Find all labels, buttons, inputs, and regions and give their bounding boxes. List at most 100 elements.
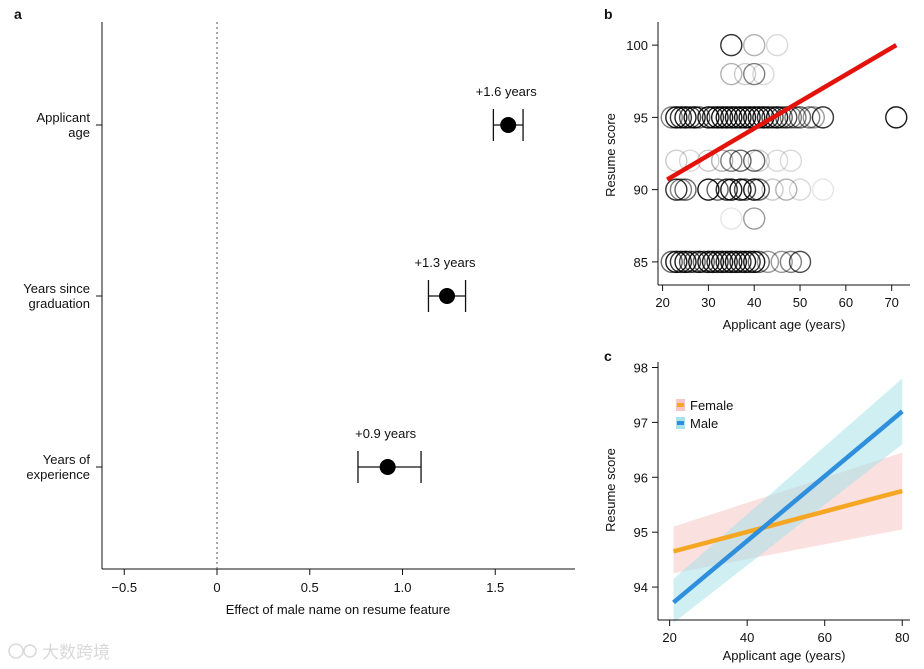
estimate-annotation: +1.6 years xyxy=(476,84,538,99)
data-point xyxy=(674,178,697,201)
panel-b-x-tick-label: 70 xyxy=(884,295,898,310)
watermark-text: 大数跨境 xyxy=(42,643,110,662)
data-point xyxy=(747,178,770,201)
data-point xyxy=(710,250,734,274)
data-point xyxy=(788,106,812,129)
panel-c-y-tick-label: 95 xyxy=(634,525,648,540)
data-point xyxy=(706,106,729,129)
data-point xyxy=(788,178,812,201)
panel-b-x-label: Applicant age (years) xyxy=(723,317,846,332)
data-point xyxy=(697,106,720,129)
data-point xyxy=(729,149,752,172)
data-point xyxy=(733,250,757,274)
panel-a-category-label: Years since xyxy=(23,281,90,296)
data-point xyxy=(665,250,688,274)
data-point xyxy=(683,250,706,274)
data-point xyxy=(669,250,693,274)
panel-c-x-tick-label: 40 xyxy=(740,630,754,645)
data-point xyxy=(706,250,729,274)
data-point xyxy=(756,250,780,274)
watermark: 大数跨境 xyxy=(8,643,110,662)
panel-c: c 20 40 60 80 94 95 96 97 98 Female Male Applican… xyxy=(603,348,910,663)
confidence-band-male xyxy=(673,378,903,623)
panel-b-y-tick-label: 95 xyxy=(634,110,648,125)
estimate-point xyxy=(439,288,456,304)
legend-label: Female xyxy=(690,398,733,413)
panel-c-y-tick-label: 96 xyxy=(634,470,648,485)
data-point xyxy=(697,250,720,274)
data-point xyxy=(729,106,752,129)
data-point xyxy=(660,106,683,129)
panel-c-series-lines xyxy=(672,409,904,605)
legend-label: Male xyxy=(690,416,718,431)
panel-a-x-tick-label: −0.5 xyxy=(111,580,137,595)
series-line-male xyxy=(672,409,904,605)
panel-b: b 20 30 40 50 60 70 85 90 95 100 Applicant age (y… xyxy=(603,6,910,332)
data-point xyxy=(885,106,908,129)
data-point xyxy=(674,250,697,274)
panel-c-confidence-bands xyxy=(673,378,903,623)
data-point xyxy=(756,106,780,129)
data-point xyxy=(729,178,752,201)
data-point xyxy=(743,207,766,230)
data-point xyxy=(692,250,716,274)
data-point xyxy=(765,33,789,57)
data-point xyxy=(720,250,743,274)
data-point xyxy=(720,106,743,129)
data-point xyxy=(733,178,757,201)
data-point xyxy=(720,62,743,86)
data-point xyxy=(788,250,812,274)
data-point xyxy=(802,106,825,129)
panel-c-x-tick-label: 20 xyxy=(662,630,676,645)
estimate-annotation: +1.3 years xyxy=(414,255,476,270)
data-point xyxy=(738,250,761,274)
data-point xyxy=(765,106,789,129)
data-point xyxy=(724,250,748,274)
data-point xyxy=(660,250,683,274)
panel-c-x-tick-label: 80 xyxy=(895,630,909,645)
data-point xyxy=(678,250,702,274)
panel-b-x-tick-label: 20 xyxy=(655,295,669,310)
panel-b-x-tick-label: 50 xyxy=(793,295,807,310)
legend-swatch-line-female xyxy=(677,403,684,407)
panel-a-category-label: Years of xyxy=(43,452,91,467)
data-point xyxy=(665,149,688,172)
data-point xyxy=(706,178,729,201)
data-point xyxy=(770,250,793,274)
data-point xyxy=(747,149,770,172)
data-point xyxy=(678,106,702,129)
panel-c-legend: Female Male xyxy=(676,398,733,431)
panel-b-x-tick-label: 60 xyxy=(839,295,853,310)
panel-b-label: b xyxy=(604,6,613,22)
data-point xyxy=(715,106,738,129)
data-point xyxy=(701,106,725,129)
data-point xyxy=(729,250,752,274)
panel-a-x-tick-label: 1.0 xyxy=(393,580,411,595)
panel-c-x-label: Applicant age (years) xyxy=(723,648,846,663)
data-point xyxy=(779,149,803,172)
data-point xyxy=(811,106,835,129)
data-point xyxy=(720,33,743,57)
data-point xyxy=(779,250,803,274)
data-point xyxy=(720,207,743,230)
panel-a-x-tick-label: 0 xyxy=(213,580,220,595)
data-point xyxy=(724,106,748,129)
data-point xyxy=(743,178,766,201)
panel-a-x-tick-label: 0.5 xyxy=(301,580,319,595)
data-point xyxy=(674,106,697,129)
data-point xyxy=(738,106,761,129)
panel-c-label: c xyxy=(604,348,612,364)
watermark-logo-icon xyxy=(8,643,24,659)
data-point xyxy=(798,106,821,129)
data-point xyxy=(720,178,743,201)
panel-a-category-label: Applicant xyxy=(37,110,91,125)
panel-a-x-ticks: −0.5 0 0.5 1.0 1.5 xyxy=(111,569,504,595)
data-point xyxy=(733,62,757,86)
panel-b-ticks: 20 30 40 50 60 70 85 90 95 100 xyxy=(626,38,899,310)
panel-c-y-tick-label: 94 xyxy=(634,580,648,595)
estimate-point xyxy=(379,459,396,475)
panel-b-x-tick-label: 40 xyxy=(747,295,761,310)
data-point xyxy=(720,149,743,172)
